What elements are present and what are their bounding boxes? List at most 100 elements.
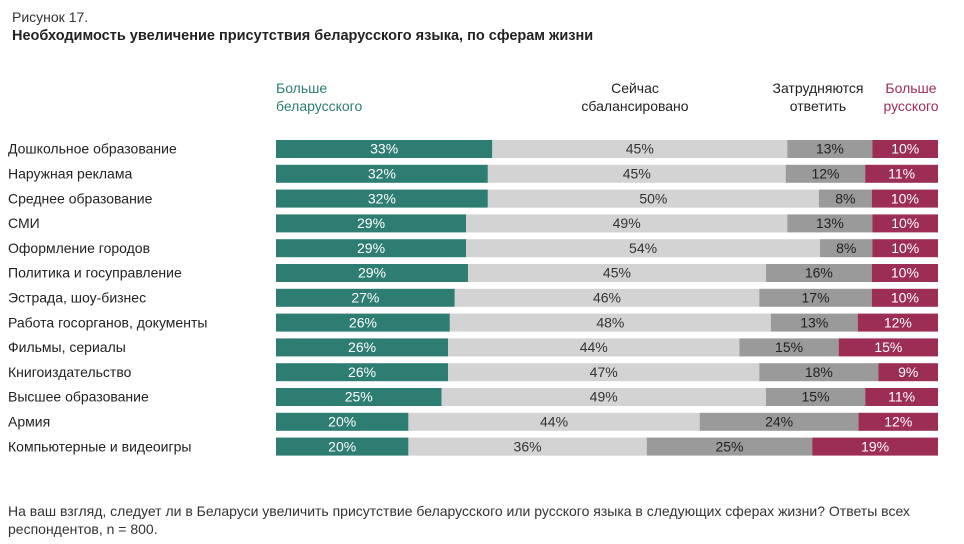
bar-segment — [276, 288, 455, 307]
bar-segment — [865, 164, 938, 183]
value-label: 12% — [811, 166, 839, 182]
legend-entry: Затрудняются ответить — [772, 80, 864, 114]
value-label: 25% — [715, 438, 743, 454]
bar-segment — [759, 363, 879, 382]
value-label: 16% — [805, 265, 833, 281]
value-label: 33% — [370, 141, 398, 157]
bar-segment — [276, 412, 409, 431]
value-label: 10% — [891, 265, 919, 281]
category-label: Армия — [8, 414, 50, 430]
bar-segment — [276, 140, 493, 158]
legend-entry: Сейчас сбалансировано — [581, 80, 689, 114]
value-label: 15% — [802, 389, 830, 405]
bar-segment — [487, 164, 786, 183]
value-label: 24% — [765, 414, 793, 430]
value-label: 36% — [514, 438, 542, 454]
bar-segment — [408, 437, 647, 456]
bar-segment — [276, 313, 450, 332]
value-label: 15% — [874, 339, 902, 355]
bar-segment — [871, 288, 938, 307]
value-label: 26% — [348, 364, 376, 380]
legend-entry: Больше беларусского — [276, 80, 363, 114]
value-label: 32% — [368, 190, 396, 206]
value-label: 11% — [888, 389, 915, 405]
bar-segment — [276, 189, 488, 208]
value-label: 18% — [805, 364, 833, 380]
category-label: Наружная реклама — [8, 166, 132, 182]
bar-segment — [765, 388, 866, 406]
note: На ваш взгляд, следует ли в Беларуси уве… — [8, 503, 910, 537]
value-label: 29% — [357, 240, 385, 256]
value-label: 49% — [613, 215, 641, 231]
value-label: 8% — [836, 240, 856, 256]
value-label: 48% — [596, 314, 624, 330]
value-label: 45% — [603, 265, 631, 281]
value-label: 26% — [349, 314, 377, 330]
value-label: 19% — [861, 438, 889, 454]
bar-segment — [441, 388, 766, 406]
bar-segment — [858, 412, 938, 431]
bar-segment — [785, 164, 866, 183]
value-label: 12% — [884, 314, 912, 330]
category-label: Высшее образование — [8, 389, 149, 405]
value-label: 8% — [835, 190, 855, 206]
bar-segment — [276, 239, 467, 258]
value-label: 29% — [358, 265, 386, 281]
bar-segment — [838, 338, 938, 357]
bar-segment — [872, 140, 938, 158]
value-label: 45% — [623, 166, 651, 182]
category-label: Фильмы, сериалы — [8, 339, 126, 355]
value-label: 9% — [898, 364, 918, 380]
bar-segment — [857, 313, 938, 332]
bar-segment — [699, 412, 859, 431]
bar-segment — [872, 239, 938, 258]
value-label: 29% — [357, 215, 385, 231]
value-label: 13% — [816, 141, 844, 157]
bar-segment — [276, 264, 468, 282]
value-label: 10% — [891, 141, 919, 157]
bar-segment — [448, 338, 740, 357]
category-label: Эстрада, шоу-бизнес — [8, 290, 146, 306]
bar-segment — [466, 239, 821, 258]
chart-title: Необходимость увеличение присутствия бел… — [12, 28, 594, 44]
value-label: 10% — [891, 190, 919, 206]
value-label: 25% — [345, 389, 373, 405]
bar-segment — [820, 239, 873, 258]
category-label: Среднее образование — [8, 190, 153, 206]
bar-segment — [759, 288, 872, 307]
bar-segment — [872, 214, 938, 233]
bar-segment — [448, 363, 760, 382]
value-label: 49% — [590, 389, 618, 405]
bar-segment — [812, 437, 938, 456]
bar-segment — [818, 189, 872, 208]
bar-segment — [492, 140, 788, 158]
bar-segment — [871, 264, 938, 282]
value-label: 20% — [328, 438, 356, 454]
value-label: 20% — [328, 414, 356, 430]
bar-segment — [487, 189, 819, 208]
value-label: 10% — [891, 290, 919, 306]
value-label: 15% — [775, 339, 803, 355]
category-label: Книгоиздательство — [8, 364, 132, 380]
value-label: 27% — [351, 290, 379, 306]
bar-segment — [871, 189, 938, 208]
bar-segment — [276, 214, 467, 233]
bar-segment — [449, 313, 771, 332]
bar-segment — [454, 288, 760, 307]
value-label: 17% — [802, 290, 830, 306]
bar-segment — [787, 140, 873, 158]
category-label: Компьютерные и видеоигры — [8, 438, 191, 454]
bar-segment — [865, 388, 938, 406]
value-label: 10% — [891, 215, 919, 231]
bar-segment — [276, 338, 449, 357]
bar-segment — [770, 313, 858, 332]
value-label: 45% — [626, 141, 654, 157]
value-label: 32% — [368, 166, 396, 182]
legend-entry: Больше русского — [883, 80, 939, 114]
category-label: Дошкольное образование — [8, 141, 177, 157]
category-label: СМИ — [8, 215, 40, 231]
bar-segment — [276, 437, 409, 456]
value-label: 26% — [348, 339, 376, 355]
category-label: Работа госорганов, документы — [8, 314, 207, 330]
